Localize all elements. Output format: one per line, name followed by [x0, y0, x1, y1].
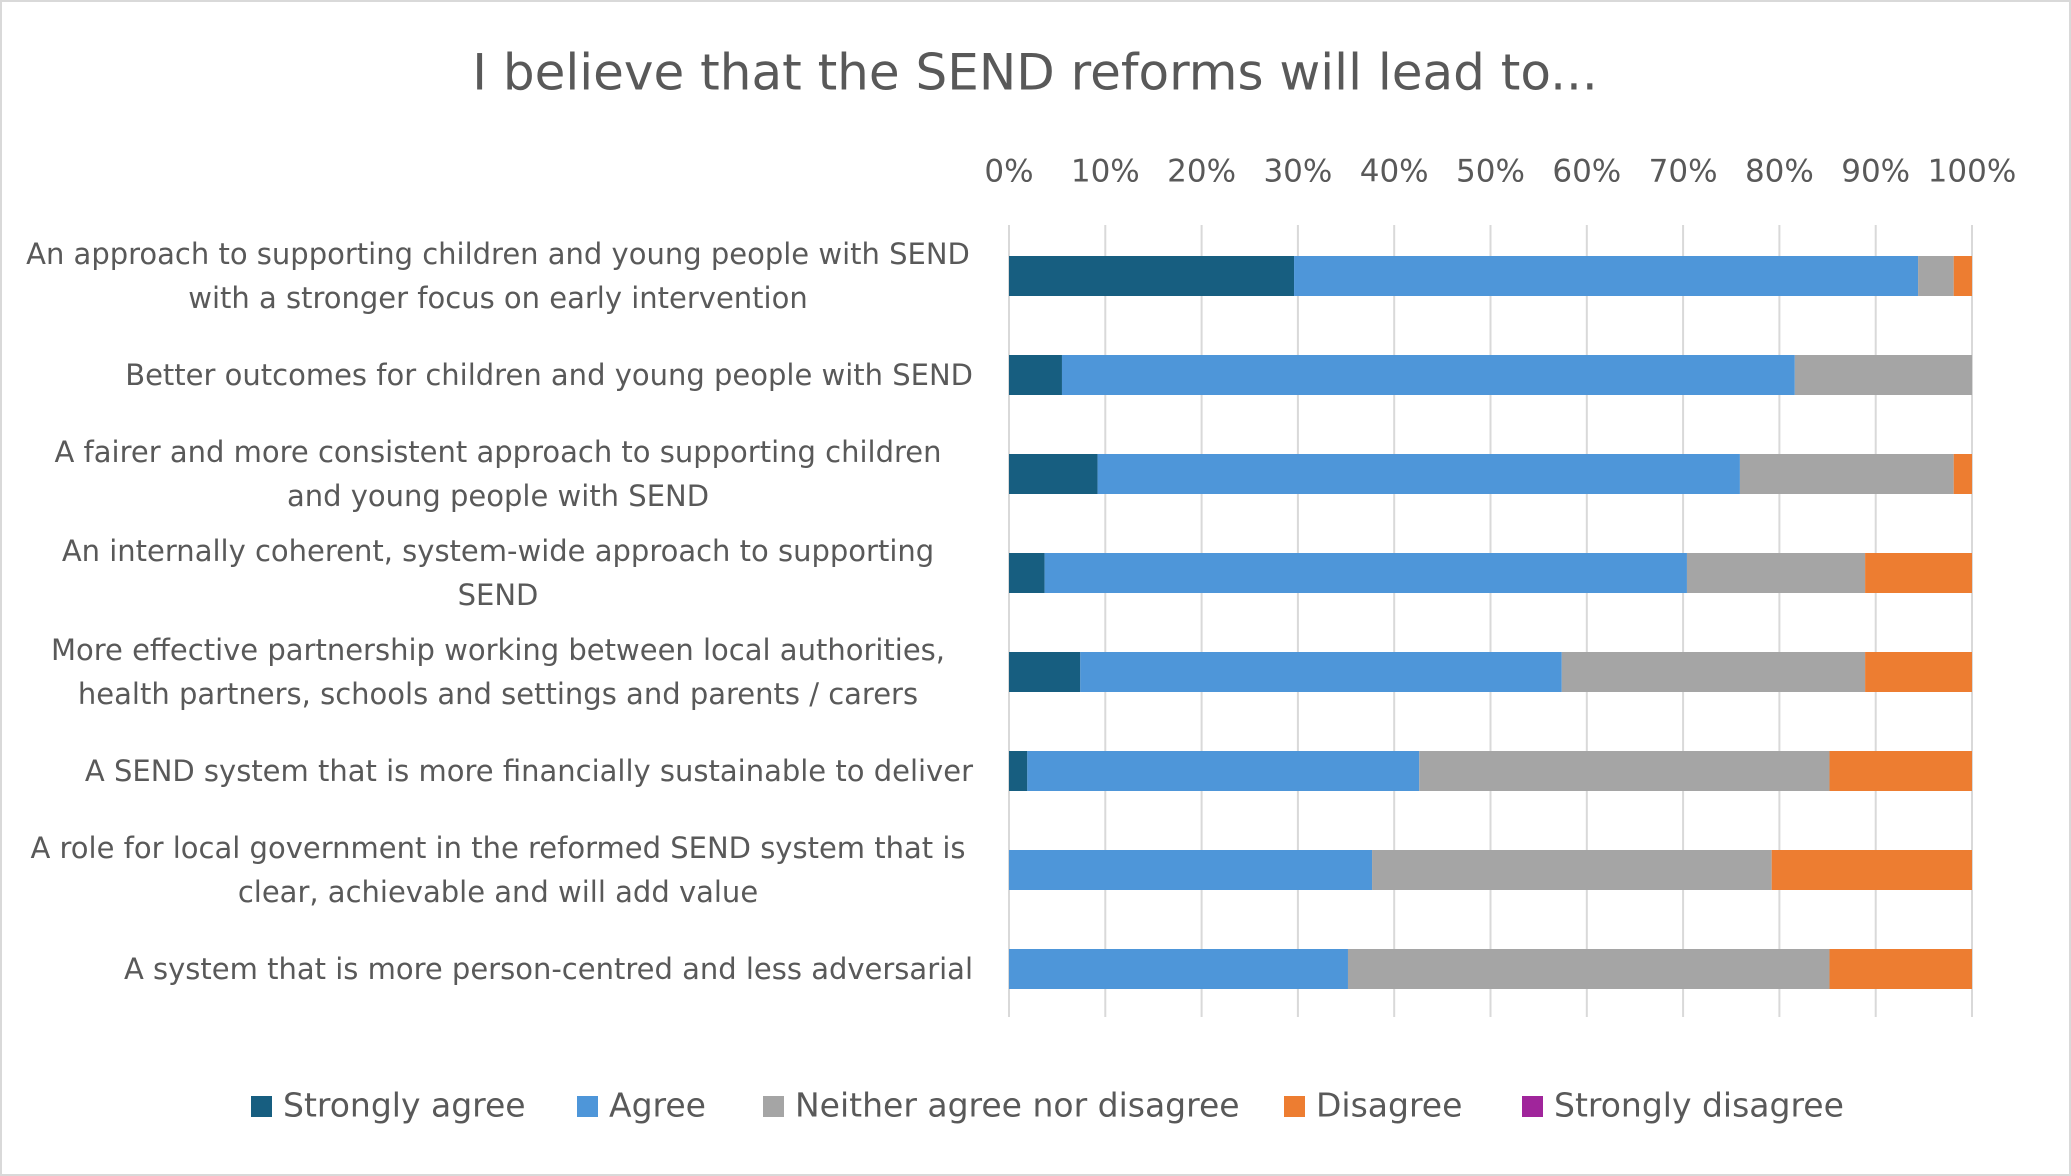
bar-segment [1739, 454, 1954, 494]
legend-swatch [763, 1096, 784, 1117]
bar-segment [1372, 850, 1772, 890]
x-tick-label: 10% [1071, 154, 1140, 190]
bar-segment [1771, 850, 1972, 890]
legend-swatch [1522, 1096, 1543, 1117]
bar-segment [1686, 553, 1866, 593]
bar-segment [1009, 652, 1081, 692]
y-tick-label: A fairer and more consistent approach to… [54, 435, 942, 513]
bar-segment [1953, 256, 1972, 296]
bar-segment [1009, 751, 1028, 791]
x-tick-label: 50% [1456, 154, 1525, 190]
x-tick-label: 100% [1928, 154, 2017, 190]
bar-segment [1097, 454, 1740, 494]
bar-segment [1829, 949, 1972, 989]
legend-label: Strongly agree [283, 1086, 526, 1125]
x-tick-label: 90% [1841, 154, 1910, 190]
y-tick-label: A system that is more person-centred and… [123, 952, 973, 986]
bar-segment [1044, 553, 1687, 593]
legend-label: Disagree [1316, 1086, 1462, 1125]
bar-segment [1865, 652, 1972, 692]
x-tick-label: 0% [984, 154, 1033, 190]
x-tick-label: 20% [1167, 154, 1236, 190]
y-tick-label: Better outcomes for children and young p… [125, 358, 973, 392]
bar-segment [1347, 949, 1830, 989]
y-tick-label: More effective partnership working betwe… [50, 633, 946, 711]
bar-segment [1419, 751, 1830, 791]
legend-label: Agree [609, 1086, 706, 1125]
bar-segment [1561, 652, 1866, 692]
bar-segment [1080, 652, 1562, 692]
chart-title: I believe that the SEND reforms will lea… [472, 44, 1598, 102]
bar-segment [1009, 949, 1348, 989]
y-tick-label: An internally coherent, system-wide appr… [61, 534, 935, 612]
legend-label: Strongly disagree [1554, 1086, 1844, 1125]
bar-segment [1865, 553, 1972, 593]
y-tick-label: A SEND system that is more financially s… [84, 754, 973, 788]
bar-segment [1009, 553, 1045, 593]
x-tick-label: 60% [1552, 154, 1621, 190]
y-tick-label: A role for local government in the refor… [30, 831, 966, 909]
bar-segment [1009, 850, 1373, 890]
bar-segment [1009, 256, 1295, 296]
bar-segment [1794, 355, 1972, 395]
bar-segment [1009, 355, 1062, 395]
y-tick-label: An approach to supporting children and y… [26, 237, 970, 315]
bar-segment [1294, 256, 1919, 296]
legend-swatch [577, 1096, 598, 1117]
bar-segment [1829, 751, 1972, 791]
x-tick-label: 30% [1263, 154, 1332, 190]
legend-swatch [251, 1096, 272, 1117]
x-tick-label: 40% [1360, 154, 1429, 190]
bar-segment [1061, 355, 1795, 395]
bar-segment [1009, 454, 1098, 494]
bar-segment [1918, 256, 1954, 296]
bar-segment [1027, 751, 1420, 791]
x-tick-label: 80% [1745, 154, 1814, 190]
x-tick-label: 70% [1649, 154, 1718, 190]
bar-segment [1953, 454, 1972, 494]
legend-label: Neither agree nor disagree [795, 1086, 1240, 1125]
legend-swatch [1284, 1096, 1305, 1117]
